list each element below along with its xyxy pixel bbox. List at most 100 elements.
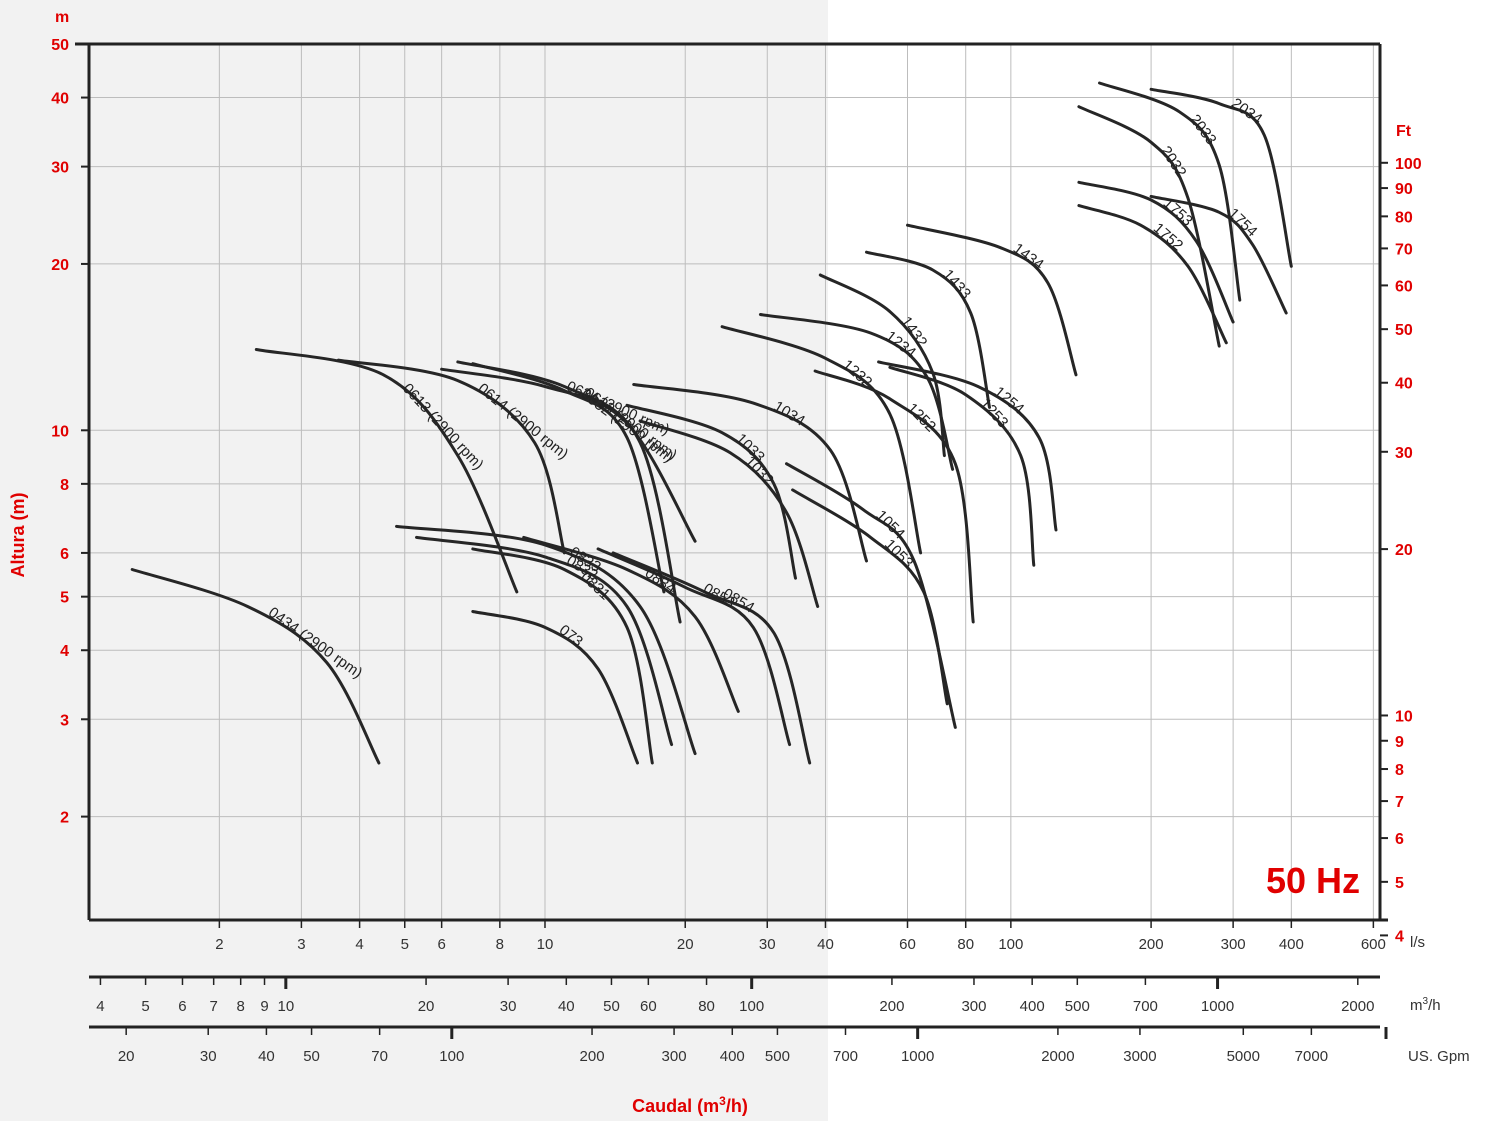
curve-1253 (888, 365, 1036, 567)
curve-0853 (596, 547, 792, 747)
x-tick-label-m3h: 7 (209, 998, 217, 1015)
curve-1252 (813, 369, 975, 624)
x-tick-label-m3h: 300 (961, 998, 986, 1015)
curves (130, 81, 1293, 765)
curve-label: 0614 (2900 rpm) (474, 380, 571, 463)
x-tick-label-ls: 400 (1279, 936, 1304, 953)
x-tick-label-gpm: 500 (765, 1048, 790, 1065)
y-tick-label-m: 10 (51, 423, 69, 440)
x-tick-label-m3h: 6 (178, 998, 186, 1015)
curve-label: 1434 (1010, 240, 1047, 274)
x-tick-label-ls: 200 (1139, 936, 1164, 953)
y-tick-label-m: 4 (60, 643, 69, 660)
x-tick-label-ls: 60 (899, 936, 916, 953)
x-tick-label-m3h: 100 (739, 998, 764, 1015)
x-tick-label-gpm: 40 (258, 1048, 275, 1065)
x-axes: 2 3 4 5 6 8 10 20 30 40 60 80 100 200 300 400 600 l/s 4 5 6 7… (89, 920, 1470, 1065)
x-tick-label-m3h: 9 (260, 998, 268, 1015)
curve-2034 (1149, 87, 1293, 268)
curve-2033 (1098, 81, 1242, 302)
curve-0832 (415, 535, 674, 747)
y-tick-label-m: 30 (51, 160, 69, 177)
x-tick-label-ls: 6 (437, 936, 445, 953)
x-tick-label-m3h: 20 (418, 998, 435, 1015)
x-tick-label-gpm: 700 (833, 1048, 858, 1065)
x-tick-label-m3h: 700 (1133, 998, 1158, 1015)
curve-0634 (440, 367, 697, 543)
curve-0854 (611, 551, 812, 765)
x-tick-label-gpm: 100 (439, 1048, 464, 1065)
curve-0831 (471, 547, 654, 765)
grid (89, 44, 1380, 920)
x-tick-label-m3h: 200 (879, 998, 904, 1015)
y-tick-label-ft: 60 (1395, 278, 1413, 295)
x-tick-label-gpm: 3000 (1123, 1048, 1156, 1065)
curve-label: 2033 (1186, 111, 1220, 148)
curve-label: 0434 (2900 rpm) (265, 604, 365, 682)
x-tick-label-ls: 100 (998, 936, 1023, 953)
x-tick-label-gpm: 400 (720, 1048, 745, 1065)
x-tick-label-gpm: 1000 (901, 1048, 934, 1065)
curve-label: 1433 (939, 266, 974, 302)
curve-0834 (522, 535, 740, 713)
y-tick-label-ft: 4 (1395, 928, 1404, 945)
x-tick-label-gpm: 200 (580, 1048, 605, 1065)
x-tick-label-m3h: 30 (500, 998, 517, 1015)
y-tick-label-ft: 30 (1395, 445, 1413, 462)
y-tick-label-ft: 20 (1395, 542, 1413, 559)
y-tick-label-ft: 5 (1395, 875, 1404, 892)
y-tick-label-m: 6 (60, 546, 69, 563)
curve-1753 (1077, 180, 1235, 324)
x-tick-label-gpm: 300 (662, 1048, 687, 1065)
y-tick-label-ft: 80 (1395, 209, 1413, 226)
curve-1433 (865, 250, 991, 409)
curve-1434 (906, 223, 1078, 377)
x-tick-label-ls: 2 (215, 936, 223, 953)
curve-label: 0613 (2900 rpm) (399, 380, 487, 473)
curve-0833 (395, 524, 697, 756)
x-unit-m3h: m3/h (1410, 996, 1441, 1014)
x-tick-label-ls: 300 (1221, 936, 1246, 953)
plot-frame (75, 42, 1388, 922)
y-unit-left: m (55, 9, 69, 26)
y-tick-label-m: 5 (60, 590, 69, 607)
curve-label: 1054 (872, 507, 908, 543)
curve-labels: 0434 (2900 rpm) 0613 (2900 rpm)0614 (2900… (265, 95, 1265, 682)
x-tick-label-ls: 40 (817, 936, 834, 953)
x-tick-label-m3h: 40 (558, 998, 575, 1015)
x-tick-label-gpm: 5000 (1227, 1048, 1260, 1065)
curve-0632 (471, 362, 666, 594)
y-tick-label-m: 40 (51, 91, 69, 108)
x-tick-label-m3h: 4 (96, 998, 104, 1015)
curve-label: 2032 (1157, 143, 1190, 180)
x-tick-label-ls: 10 (537, 936, 554, 953)
y-tick-label-ft: 6 (1395, 831, 1404, 848)
curve-1033 (625, 403, 797, 580)
curve-2032 (1077, 105, 1221, 348)
x-tick-label-ls: 8 (496, 936, 504, 953)
curve-0633 (456, 360, 682, 624)
curve-1432 (818, 273, 946, 458)
x-tick-label-m3h: 80 (698, 998, 715, 1015)
y-tick-label-m: 3 (60, 712, 69, 729)
x-tick-label-m3h: 50 (603, 998, 620, 1015)
x-tick-label-gpm: 7000 (1295, 1048, 1328, 1065)
x-tick-label-ls: 4 (355, 936, 363, 953)
curve-0613 (254, 348, 519, 594)
curve-1254 (877, 360, 1058, 532)
y-tick-label-ft: 90 (1395, 181, 1413, 198)
x-tick-label-ls: 600 (1361, 936, 1386, 953)
y-tick-label-m: 50 (51, 37, 69, 54)
x-tick-label-ls: 30 (759, 936, 776, 953)
y-tick-label-ft: 8 (1395, 762, 1404, 779)
y-unit-right: Ft (1396, 123, 1412, 140)
x-tick-label-m3h: 500 (1065, 998, 1090, 1015)
y-tick-label-m: 20 (51, 257, 69, 274)
curve-label: 2034 (1228, 95, 1265, 128)
y-tick-label-ft: 40 (1395, 376, 1413, 393)
curve-0614 (336, 358, 566, 555)
curve-0434 (130, 568, 381, 765)
x-tick-label-m3h: 10 (277, 998, 294, 1015)
curve-1032 (638, 419, 820, 608)
x-tick-label-gpm: 2000 (1041, 1048, 1074, 1065)
